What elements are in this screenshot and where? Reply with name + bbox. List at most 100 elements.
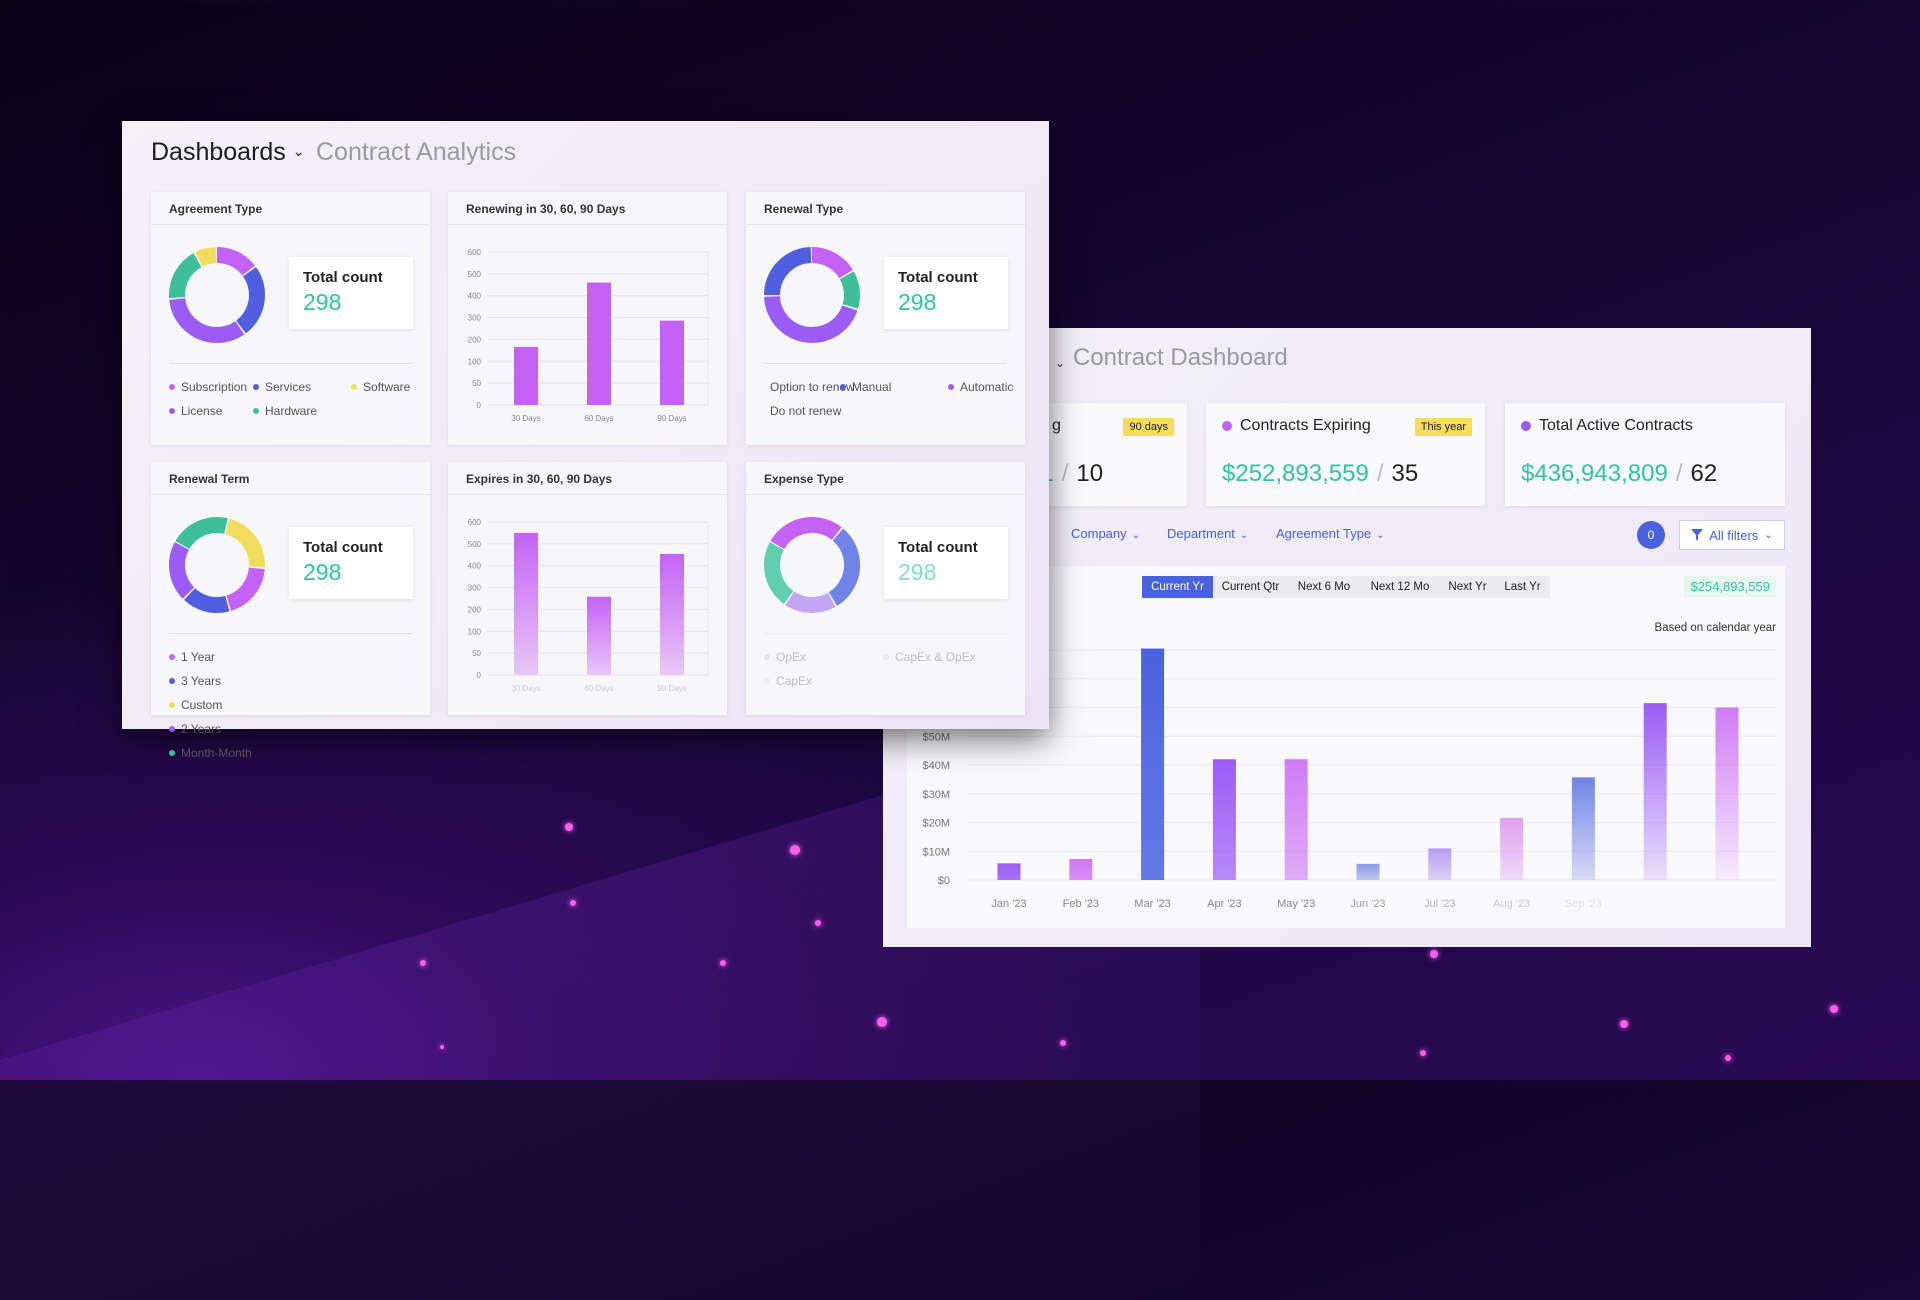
bar[interactable] bbox=[1715, 707, 1739, 881]
bar[interactable] bbox=[1643, 703, 1667, 880]
donut-segment[interactable] bbox=[169, 247, 265, 343]
dashboard-title: Contract Dashboard bbox=[1073, 344, 1288, 371]
legend-item[interactable]: 2 Years bbox=[169, 722, 420, 736]
x-tick-label: 30 Days bbox=[511, 414, 540, 423]
y-tick-label: 0 bbox=[477, 401, 482, 410]
period-tab[interactable]: Current Qtr bbox=[1213, 576, 1288, 598]
donut-segment[interactable] bbox=[764, 247, 860, 343]
period-tab[interactable]: Last Yr bbox=[1495, 576, 1550, 598]
legend-item[interactable]: Month-Month bbox=[169, 746, 420, 760]
legend-item[interactable]: CapEx & OpEx bbox=[883, 650, 1015, 664]
legend-item[interactable]: Option to renew bbox=[764, 380, 855, 394]
widget-renewal-term: Renewal Term Total count 298 1 Year 3 Years C… bbox=[151, 462, 430, 760]
bar[interactable] bbox=[1141, 648, 1165, 880]
legend-dot-icon bbox=[169, 750, 175, 756]
donut-segment[interactable] bbox=[162, 510, 271, 619]
x-tick-label: Aug '23 bbox=[1493, 898, 1530, 910]
period-tab[interactable]: Next 12 Mo bbox=[1360, 576, 1440, 598]
period-tab[interactable]: Current Yr bbox=[1142, 576, 1213, 598]
stat-card[interactable]: Contracts Expiring This year $252,893,559 /… bbox=[1206, 403, 1485, 506]
legend-item[interactable]: Services bbox=[253, 380, 351, 394]
legend-item[interactable]: Hardware bbox=[253, 404, 351, 418]
dashboards-chevron-icon[interactable]: ⌄ bbox=[1055, 356, 1066, 370]
period-tab[interactable]: Next 6 Mo bbox=[1288, 576, 1360, 598]
legend-item[interactable]: CapEx bbox=[764, 674, 883, 688]
donut-segment[interactable] bbox=[169, 247, 265, 343]
legend-item[interactable]: Software bbox=[351, 380, 420, 394]
legend-item[interactable]: 1 Year bbox=[169, 650, 420, 664]
legend-label: Hardware bbox=[265, 404, 318, 418]
bar-chart: 0 50 100 200 300 400 500 600 30 Days 60 Days 90 Da… bbox=[468, 248, 709, 423]
y-tick-label: $10M bbox=[922, 846, 950, 858]
stat-card[interactable]: Total Active Contracts $436,943,809 / 62 bbox=[1505, 403, 1785, 506]
donut-segment[interactable] bbox=[162, 510, 271, 619]
bar[interactable] bbox=[514, 346, 538, 405]
filter-label: Company bbox=[1071, 526, 1127, 541]
filter-label: Agreement Type bbox=[1276, 526, 1372, 541]
widget-title: Renewal Term bbox=[151, 462, 430, 495]
bar[interactable] bbox=[660, 553, 684, 675]
bar[interactable] bbox=[587, 596, 611, 675]
bar[interactable] bbox=[1212, 759, 1236, 880]
donut-segment[interactable] bbox=[757, 510, 866, 619]
bar-chart: 0 50 100 200 300 400 500 600 30 Days 60 Days 90 Da… bbox=[468, 518, 709, 693]
filter-dropdown[interactable]: Department ⌄ bbox=[1167, 526, 1248, 541]
y-tick-label: 600 bbox=[468, 518, 482, 527]
all-filters-button[interactable]: All filters ⌄ bbox=[1679, 520, 1785, 550]
legend-item[interactable]: Do not renew bbox=[764, 404, 841, 418]
donut-segment[interactable] bbox=[764, 247, 860, 343]
donut-segment[interactable] bbox=[764, 247, 860, 343]
widget-expense-type: Expense Type Total count 298 OpEx CapEx & Op… bbox=[746, 462, 1025, 715]
widget-title: Expense Type bbox=[746, 462, 1025, 495]
bar[interactable] bbox=[997, 863, 1021, 880]
particle bbox=[1060, 1040, 1066, 1046]
stat-title: Contracts Expiring bbox=[1240, 417, 1371, 434]
donut-segment[interactable] bbox=[169, 247, 265, 343]
legend-item[interactable]: 3 Years bbox=[169, 674, 420, 688]
donut-segment[interactable] bbox=[757, 510, 866, 619]
legend-item[interactable]: Subscription bbox=[169, 380, 253, 394]
monthly-bar-chart: $0 $10M $20M $30M $40M $50M Jan '23 Feb '23 Mar … bbox=[922, 648, 1776, 910]
bar[interactable] bbox=[1356, 863, 1380, 880]
bar[interactable] bbox=[1069, 859, 1093, 880]
page-subtitle: Contract Analytics bbox=[316, 138, 517, 166]
legend-item[interactable]: Manual bbox=[840, 380, 948, 394]
bar[interactable] bbox=[587, 282, 611, 405]
bar[interactable] bbox=[1571, 777, 1595, 880]
x-tick-label: 90 Days bbox=[657, 684, 686, 693]
dashboards-menu[interactable]: Dashboards ⌄ bbox=[151, 138, 305, 167]
x-tick-label: Feb '23 bbox=[1063, 898, 1099, 910]
filter-dropdown[interactable]: Company ⌄ bbox=[1071, 526, 1140, 541]
x-tick-label: May '23 bbox=[1277, 898, 1315, 910]
donut-segment[interactable] bbox=[757, 510, 866, 619]
legend-item[interactable]: Custom bbox=[169, 698, 420, 712]
filter-dropdown[interactable]: Agreement Type ⌄ bbox=[1276, 526, 1385, 541]
legend-label: OpEx bbox=[776, 650, 807, 664]
legend-item[interactable]: OpEx bbox=[764, 650, 883, 664]
filter-count-badge[interactable]: 0 bbox=[1637, 521, 1665, 549]
dashboards-label: Dashboards bbox=[151, 138, 286, 166]
legend: OpEx CapEx & OpEx CapEx bbox=[764, 650, 1015, 688]
bar[interactable] bbox=[660, 320, 684, 405]
bar[interactable] bbox=[1500, 817, 1524, 880]
donut-segment[interactable] bbox=[764, 247, 860, 343]
widget-renewal-type: Renewal Type Total count 298 Option to rene… bbox=[746, 192, 1025, 445]
y-tick-label: 400 bbox=[468, 292, 482, 301]
particle bbox=[1430, 950, 1438, 958]
donut-segment[interactable] bbox=[169, 247, 265, 343]
legend-label: Custom bbox=[181, 698, 223, 712]
stat-count: 35 bbox=[1391, 460, 1419, 487]
bar[interactable] bbox=[514, 532, 538, 675]
legend-item[interactable]: Automatic bbox=[948, 380, 1015, 394]
legend-dot-icon bbox=[169, 726, 175, 732]
bar[interactable] bbox=[1428, 848, 1452, 880]
period-badge: 90 days bbox=[1123, 418, 1174, 436]
period-tab[interactable]: Next Yr bbox=[1440, 576, 1495, 598]
legend-item[interactable]: License bbox=[169, 404, 253, 418]
particle bbox=[790, 845, 800, 855]
donut-segment[interactable] bbox=[162, 510, 271, 619]
stat-title: g bbox=[1052, 417, 1061, 434]
bar[interactable] bbox=[1284, 759, 1308, 880]
particle bbox=[420, 960, 426, 966]
legend-label: CapEx bbox=[776, 674, 813, 688]
